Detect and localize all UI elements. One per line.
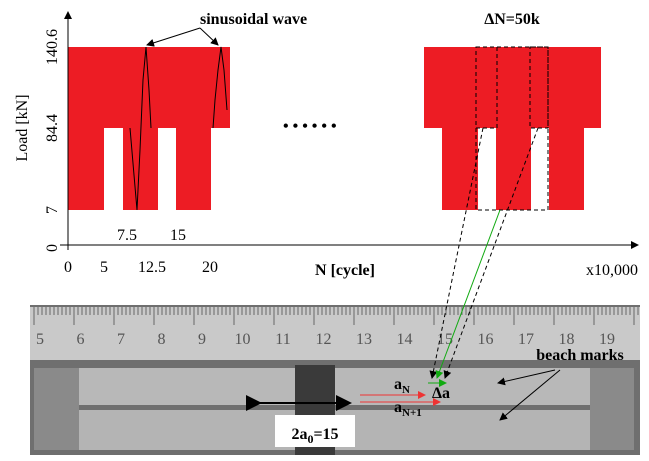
ruler-number: 16 <box>478 331 494 348</box>
block-label: ΔN=50k <box>484 11 540 28</box>
figure: • • • • • • Load [kN] sinusoidal wave ΔN… <box>0 0 649 456</box>
ellipsis: • • • • • • <box>283 118 337 135</box>
page: • • • • • • Load [kN] sinusoidal wave ΔN… <box>0 0 649 461</box>
x-label: N [cycle] <box>315 262 375 279</box>
y-tick-label: 0 <box>44 244 61 252</box>
arrow <box>147 28 200 45</box>
y-label: Load [kN] <box>14 94 31 161</box>
arrow <box>200 28 218 45</box>
y-tick-label: 140.6 <box>44 29 61 65</box>
ruler-number: 13 <box>356 331 372 348</box>
wave-label: sinusoidal wave <box>200 11 307 28</box>
ruler-number: 9 <box>198 331 206 348</box>
ruler-number: 14 <box>397 331 413 348</box>
y-tick-label: 84.4 <box>44 114 61 142</box>
x-tick-label: 12.5 <box>138 259 166 276</box>
ruler-number: 5 <box>36 331 44 348</box>
y-tick-label: 7 <box>44 206 61 214</box>
ruler-number: 18 <box>559 331 575 348</box>
ruler-number: 15 <box>437 331 453 348</box>
x-tick-label: 7.5 <box>117 227 137 244</box>
beach-marks: beach marks <box>536 347 624 364</box>
delta-a: Δa <box>432 385 450 402</box>
x-tick-label: 0 <box>64 259 72 276</box>
ruler-number: 10 <box>235 331 251 348</box>
x-tick-label: 15 <box>170 227 186 244</box>
x-scale: x10,000 <box>586 262 638 279</box>
ruler-number: 11 <box>275 331 290 348</box>
x-tick-label: 20 <box>202 259 218 276</box>
ruler-number: 12 <box>316 331 332 348</box>
x-tick-label: 5 <box>100 259 108 276</box>
ruler-number: 19 <box>599 331 615 348</box>
ruler-number: 8 <box>158 331 166 348</box>
ruler-number: 7 <box>117 331 125 348</box>
ruler-number: 17 <box>518 331 534 348</box>
ruler-number: 6 <box>77 331 85 348</box>
